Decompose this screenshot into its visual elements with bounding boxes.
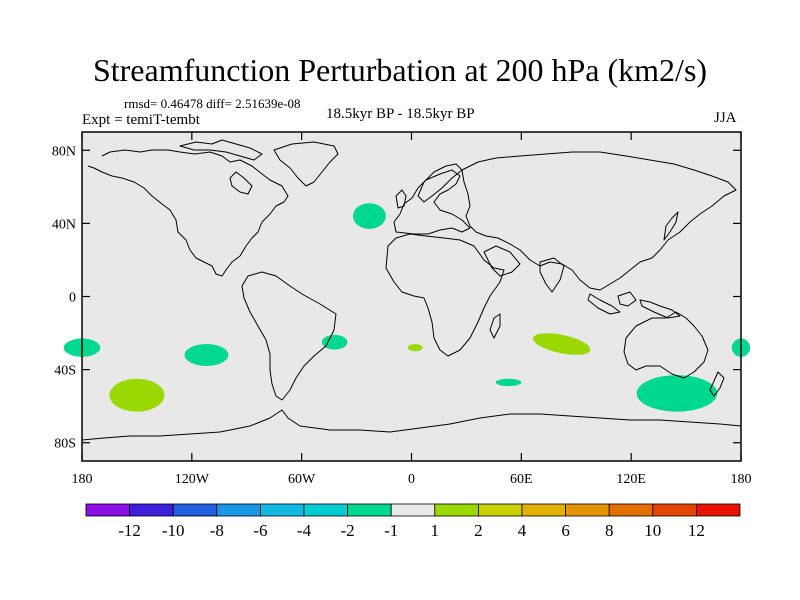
map-background <box>82 132 741 461</box>
colorbar-swatch <box>608 503 654 517</box>
coastline-british-isles <box>395 189 407 209</box>
x-tick-label: 180 <box>72 472 93 487</box>
coastline-north-america <box>87 149 289 277</box>
coastline-new-zealand <box>709 371 725 397</box>
colorbar-swatch <box>259 503 305 517</box>
x-tick-label: 120W <box>175 472 210 487</box>
anomaly-patch <box>407 344 423 352</box>
coastline-india <box>539 257 565 293</box>
colorbar-label: 10 <box>644 521 661 540</box>
anomaly-patch <box>636 375 718 412</box>
colorbar-swatch <box>347 503 392 517</box>
colorbar-label: -4 <box>297 521 312 540</box>
coastline-australia <box>623 311 709 379</box>
colorbar-label: 6 <box>561 521 570 540</box>
x-tick-label: 120E <box>616 472 646 487</box>
colorbar-label: 2 <box>474 521 483 540</box>
colorbar-swatch <box>129 503 174 517</box>
anomaly-patch <box>352 203 386 229</box>
tick-layer: 80N 40N 0 40S 80S 180 120W 60W 0 60E 120E 180 <box>52 132 752 487</box>
colorbar-label: 8 <box>605 521 614 540</box>
anomaly-patch <box>184 344 229 366</box>
colorbar-swatch <box>85 503 130 517</box>
coastline-layer <box>81 139 742 441</box>
colorbar-swatch <box>216 503 261 517</box>
coastline-indonesia <box>587 291 681 319</box>
colorbar-swatch <box>390 503 436 517</box>
colorbar-swatch <box>434 503 479 517</box>
coastline-africa <box>385 233 505 357</box>
colorbar-label: 12 <box>688 521 705 540</box>
coastline-greenland <box>273 141 339 187</box>
period-label: 18.5kyr BP - 18.5kyr BP <box>326 106 475 122</box>
colorbar-label: 1 <box>431 521 440 540</box>
y-tick-label: 0 <box>69 291 76 306</box>
colorbar-label: -8 <box>210 521 224 540</box>
colorbar-label: -12 <box>118 521 141 540</box>
colorbar-swatch <box>565 503 610 517</box>
colorbar-swatch <box>303 503 348 517</box>
colorbar-label: -2 <box>341 521 355 540</box>
colorbar-label: 4 <box>518 521 527 540</box>
x-tick-label: 0 <box>408 472 415 487</box>
colorbar-swatch <box>521 503 566 517</box>
coastline-madagascar <box>489 313 501 339</box>
y-tick-label: 80S <box>54 437 76 452</box>
coastline-asia <box>461 151 737 291</box>
colorbar-label: -1 <box>384 521 398 540</box>
anomaly-layer <box>63 203 751 412</box>
stats-label: rmsd= 0.46478 diff= 2.51639e-08 <box>124 96 301 111</box>
colorbar-label: -6 <box>253 521 267 540</box>
chart-title: Streamfunction Perturbation at 200 hPa (… <box>92 52 708 88</box>
coastline-south-america <box>241 271 337 401</box>
colorbar-swatch <box>652 503 697 517</box>
y-tick-label: 40S <box>54 364 76 379</box>
x-tick-label: 60W <box>288 472 316 487</box>
coastline-europe <box>393 169 471 235</box>
coastline-arctic-islands <box>179 139 263 161</box>
colorbar-swatch <box>696 503 741 517</box>
anomaly-patch <box>532 333 591 355</box>
coastline-hudson-bay <box>229 171 253 195</box>
colorbar: -12 -10 -8 -6 -4 -2 -1 1 2 4 6 8 10 12 <box>85 503 741 540</box>
colorbar-swatch <box>477 503 523 517</box>
coastline-antarctica <box>81 409 742 441</box>
anomaly-patch <box>495 378 522 387</box>
y-tick-label: 40N <box>52 217 76 232</box>
experiment-label: Expt = temiT-tembt <box>82 112 200 128</box>
y-tick-label: 80N <box>52 144 76 159</box>
colorbar-label: -10 <box>162 521 185 540</box>
season-label: JJA <box>714 110 737 126</box>
x-tick-label: 180 <box>731 472 752 487</box>
coastline-japan <box>663 211 679 241</box>
coastline-arabia <box>483 245 521 277</box>
anomaly-patch <box>109 378 165 412</box>
x-tick-label: 60E <box>510 472 533 487</box>
colorbar-swatch <box>172 503 218 517</box>
anomaly-patch <box>321 334 348 350</box>
map-panel: 80N 40N 0 40S 80S 180 120W 60W 0 60E 120E 180 <box>52 131 752 487</box>
